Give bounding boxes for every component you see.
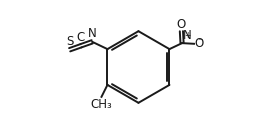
Text: O: O [195,37,204,50]
Text: ⁻: ⁻ [197,38,203,48]
Text: C: C [77,31,85,44]
Text: +: + [185,31,191,40]
Text: S: S [66,35,73,48]
Text: N: N [182,29,191,42]
Text: N: N [88,27,97,40]
Text: CH₃: CH₃ [91,98,112,111]
Text: O: O [177,18,186,31]
